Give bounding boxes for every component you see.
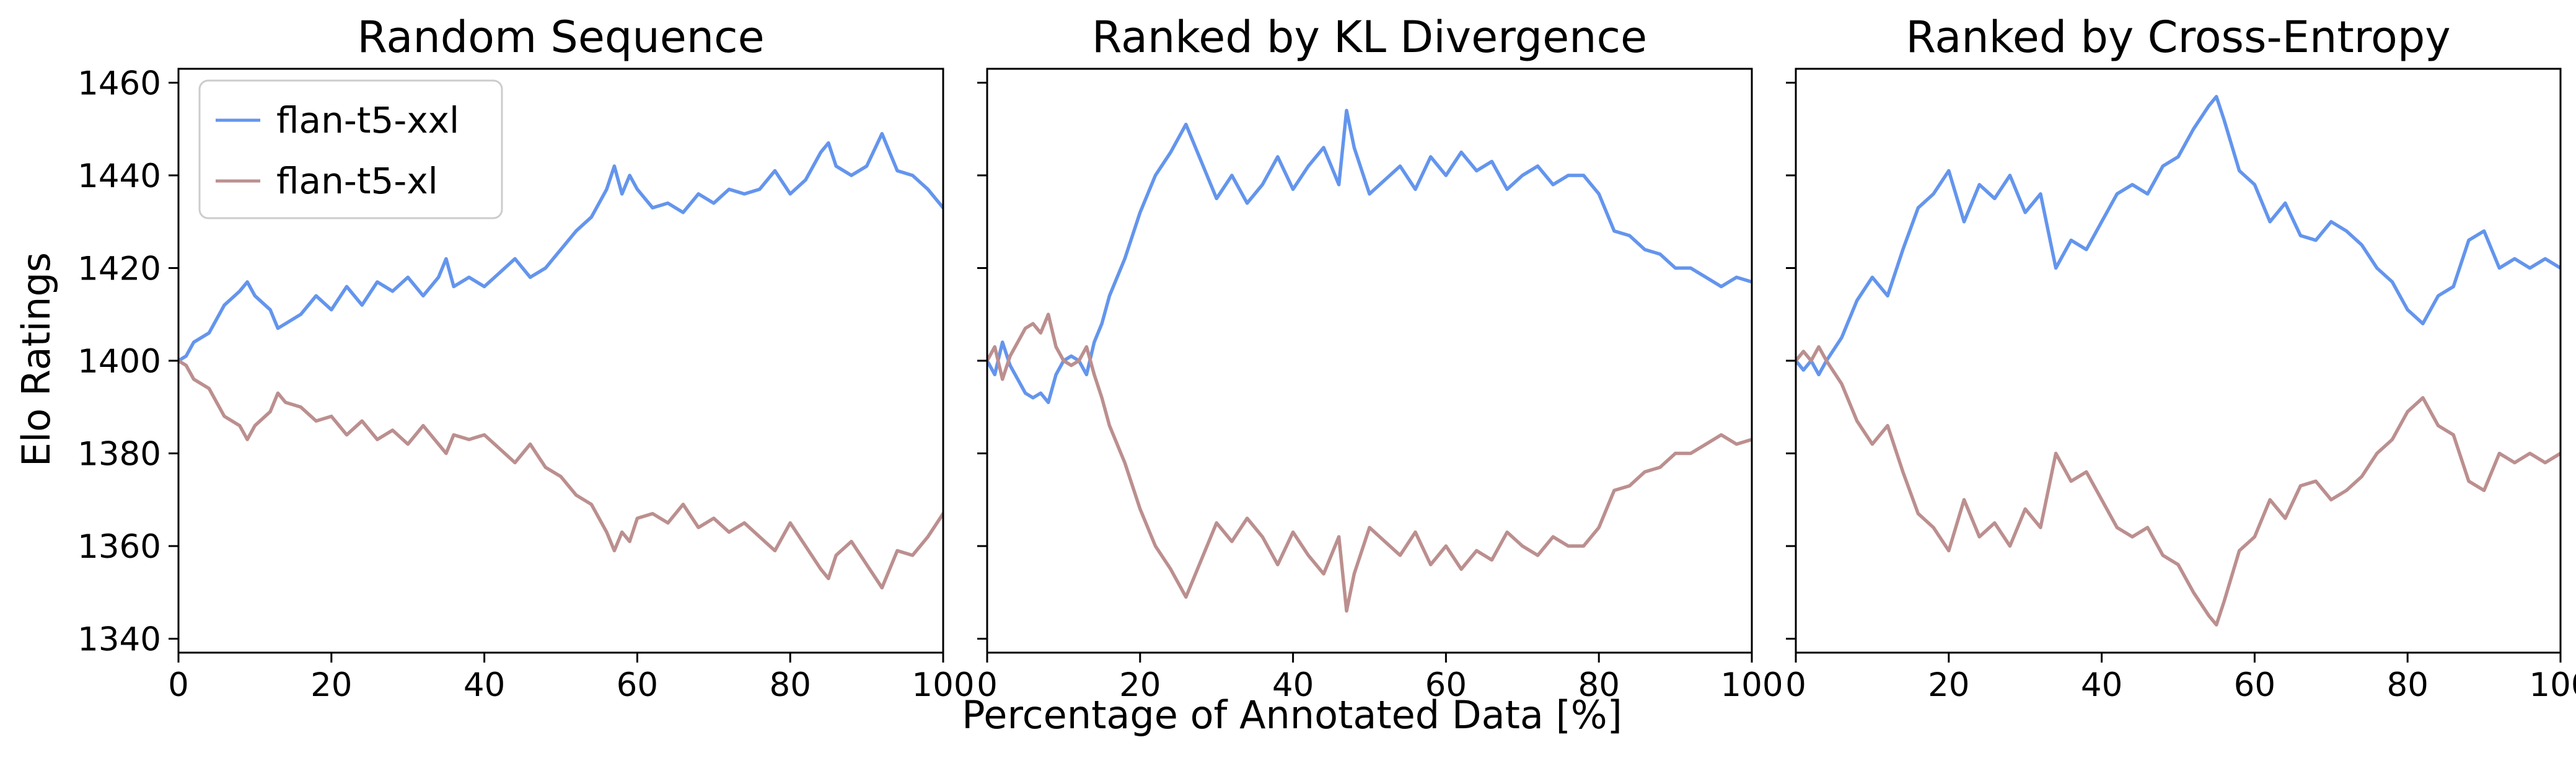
- x-tick-label: 40: [1272, 666, 1314, 704]
- y-axis-label: Elo Ratings: [14, 252, 59, 467]
- panel-1-title: Random Sequence: [357, 12, 764, 63]
- y-tick-label: 1360: [77, 528, 161, 566]
- series-line-flan-t5-xl: [1796, 345, 2561, 627]
- panel-2: Ranked by KL Divergence 0 20 40 60 80 100: [977, 12, 1783, 704]
- legend-label-flan-t5-xxl: flan-t5-xxl: [276, 99, 459, 141]
- y-tick-label: 1440: [77, 157, 161, 195]
- x-tick-label: 100: [912, 666, 974, 704]
- x-tick-label: 80: [2386, 666, 2428, 704]
- x-tick-label: 0: [1785, 666, 1806, 704]
- legend: flan-t5-xxl flan-t5-xl: [198, 79, 503, 219]
- panel-3-title: Ranked by Cross-Entropy: [1906, 12, 2450, 63]
- panel-2-frame: [986, 68, 1753, 654]
- series-line-flan-t5-xl: [178, 359, 943, 590]
- y-tick-label: 1340: [77, 621, 161, 659]
- x-tick-label: 100: [2529, 666, 2576, 704]
- x-tick-label: 0: [977, 666, 998, 704]
- x-tick-label: 20: [1119, 666, 1161, 704]
- legend-label-flan-t5-xl: flan-t5-xl: [276, 160, 438, 202]
- x-tick-label: 80: [769, 666, 811, 704]
- series-line-flan-t5-xxl: [178, 131, 943, 363]
- panel-3-series: [1796, 95, 2561, 627]
- panels-group: Random Sequence 0 20 40 60 80 100 1340 1360 1380 1…: [77, 12, 2576, 704]
- x-tick-label: 20: [1928, 666, 1969, 704]
- legend-frame: [198, 79, 503, 219]
- y-tick-label: 1400: [77, 343, 161, 381]
- x-tick-label: 20: [310, 666, 352, 704]
- panel-2-series: [987, 108, 1752, 613]
- panel-2-title: Ranked by KL Divergence: [1092, 12, 1647, 63]
- y-tick-label: 1420: [77, 250, 161, 288]
- series-line-flan-t5-xxl: [987, 108, 1752, 405]
- x-tick-label: 0: [168, 666, 189, 704]
- series-line-flan-t5-xl: [987, 312, 1752, 613]
- series-line-flan-t5-xxl: [1796, 95, 2561, 377]
- x-tick-label: 60: [2234, 666, 2275, 704]
- y-tick-label: 1460: [77, 64, 161, 102]
- x-tick-label: 60: [617, 666, 658, 704]
- x-tick-label: 100: [1720, 666, 1783, 704]
- y-tick-label: 1380: [77, 436, 161, 474]
- x-axis-label: Percentage of Annotated Data [%]: [962, 692, 1622, 738]
- x-tick-label: 40: [464, 666, 505, 704]
- x-tick-label: 80: [1578, 666, 1619, 704]
- x-tick-label: 40: [2081, 666, 2122, 704]
- panel-1-series: [178, 131, 943, 590]
- panel-3: Ranked by Cross-Entropy 0 20 40 60 80 100: [1785, 12, 2576, 704]
- panel-1: Random Sequence 0 20 40 60 80 100 1340 1360 1380 1…: [77, 12, 974, 704]
- x-tick-label: 60: [1425, 666, 1467, 704]
